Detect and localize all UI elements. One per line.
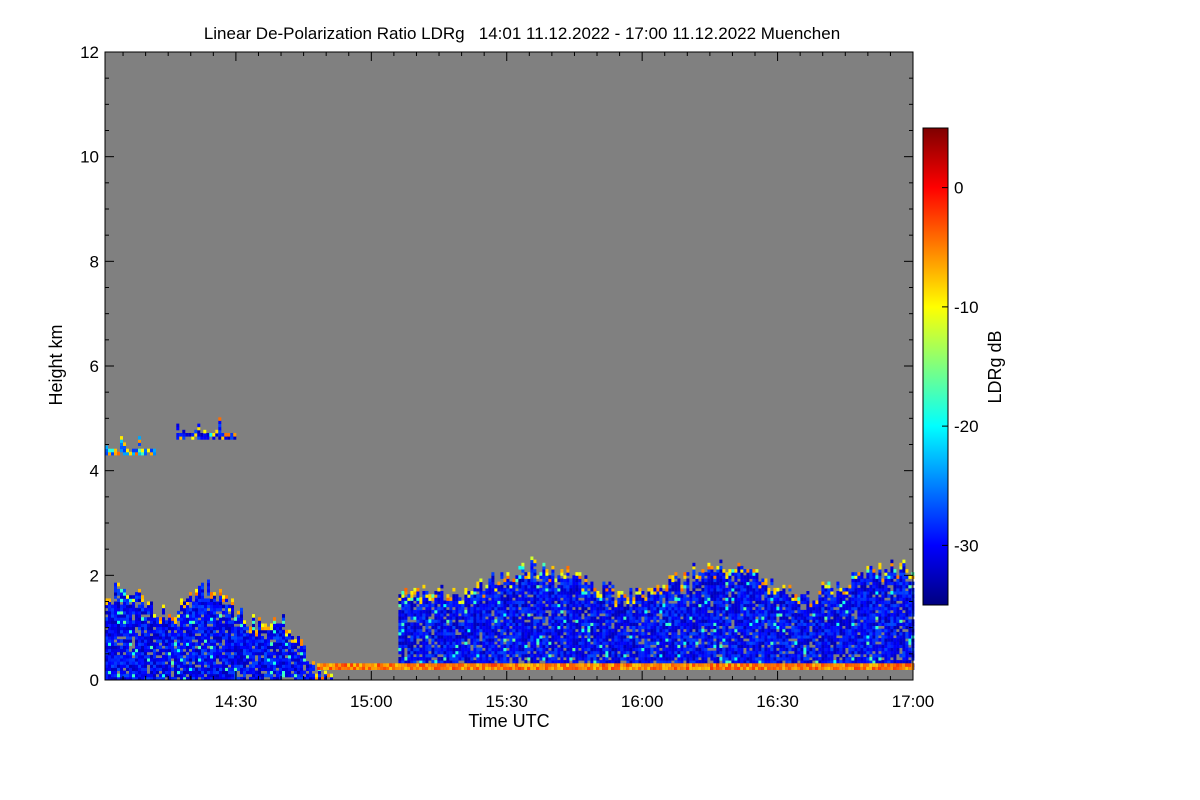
colorbar-label: LDRg dB bbox=[985, 330, 1005, 403]
chart-title: Linear De-Polarization Ratio LDRg 14:01 … bbox=[204, 24, 840, 43]
feature-4 bbox=[317, 663, 915, 670]
y-tick-label: 12 bbox=[80, 43, 99, 62]
y-tick-label: 8 bbox=[90, 252, 99, 271]
feature-1 bbox=[176, 417, 237, 440]
x-tick-label: 16:00 bbox=[621, 692, 664, 711]
y-tick-label: 0 bbox=[90, 671, 99, 690]
colorbar: 0 -10 -20 -30 bbox=[922, 127, 979, 606]
colorbar-tick-label: 0 bbox=[954, 179, 963, 198]
y-tick-label: 6 bbox=[90, 357, 99, 376]
feature-0 bbox=[105, 579, 333, 681]
x-tick-label: 15:00 bbox=[350, 692, 393, 711]
x-tick-label: 15:30 bbox=[485, 692, 528, 711]
plot-area bbox=[105, 52, 915, 681]
y-tick-label: 2 bbox=[90, 566, 99, 585]
feature-2 bbox=[105, 436, 156, 456]
x-tick-label: 17:00 bbox=[892, 692, 935, 711]
colorbar-tick-label: -10 bbox=[954, 298, 979, 317]
colorbar-tick-label: -30 bbox=[954, 536, 979, 555]
feature-3 bbox=[398, 556, 915, 670]
colorbar-tick-label: -20 bbox=[954, 417, 979, 436]
colorbar-gradient bbox=[922, 127, 949, 606]
y-tick-label: 10 bbox=[80, 148, 99, 167]
x-tick-label: 14:30 bbox=[215, 692, 258, 711]
y-axis-label: Height km bbox=[46, 324, 66, 405]
x-axis-label: Time UTC bbox=[468, 711, 549, 731]
y-tick-label: 4 bbox=[90, 462, 99, 481]
x-tick-label: 16:30 bbox=[756, 692, 799, 711]
axes: 0 2 4 6 8 10 12 14:30 15:00 15:30 16:00 16:30 17:00 bbox=[80, 43, 934, 711]
